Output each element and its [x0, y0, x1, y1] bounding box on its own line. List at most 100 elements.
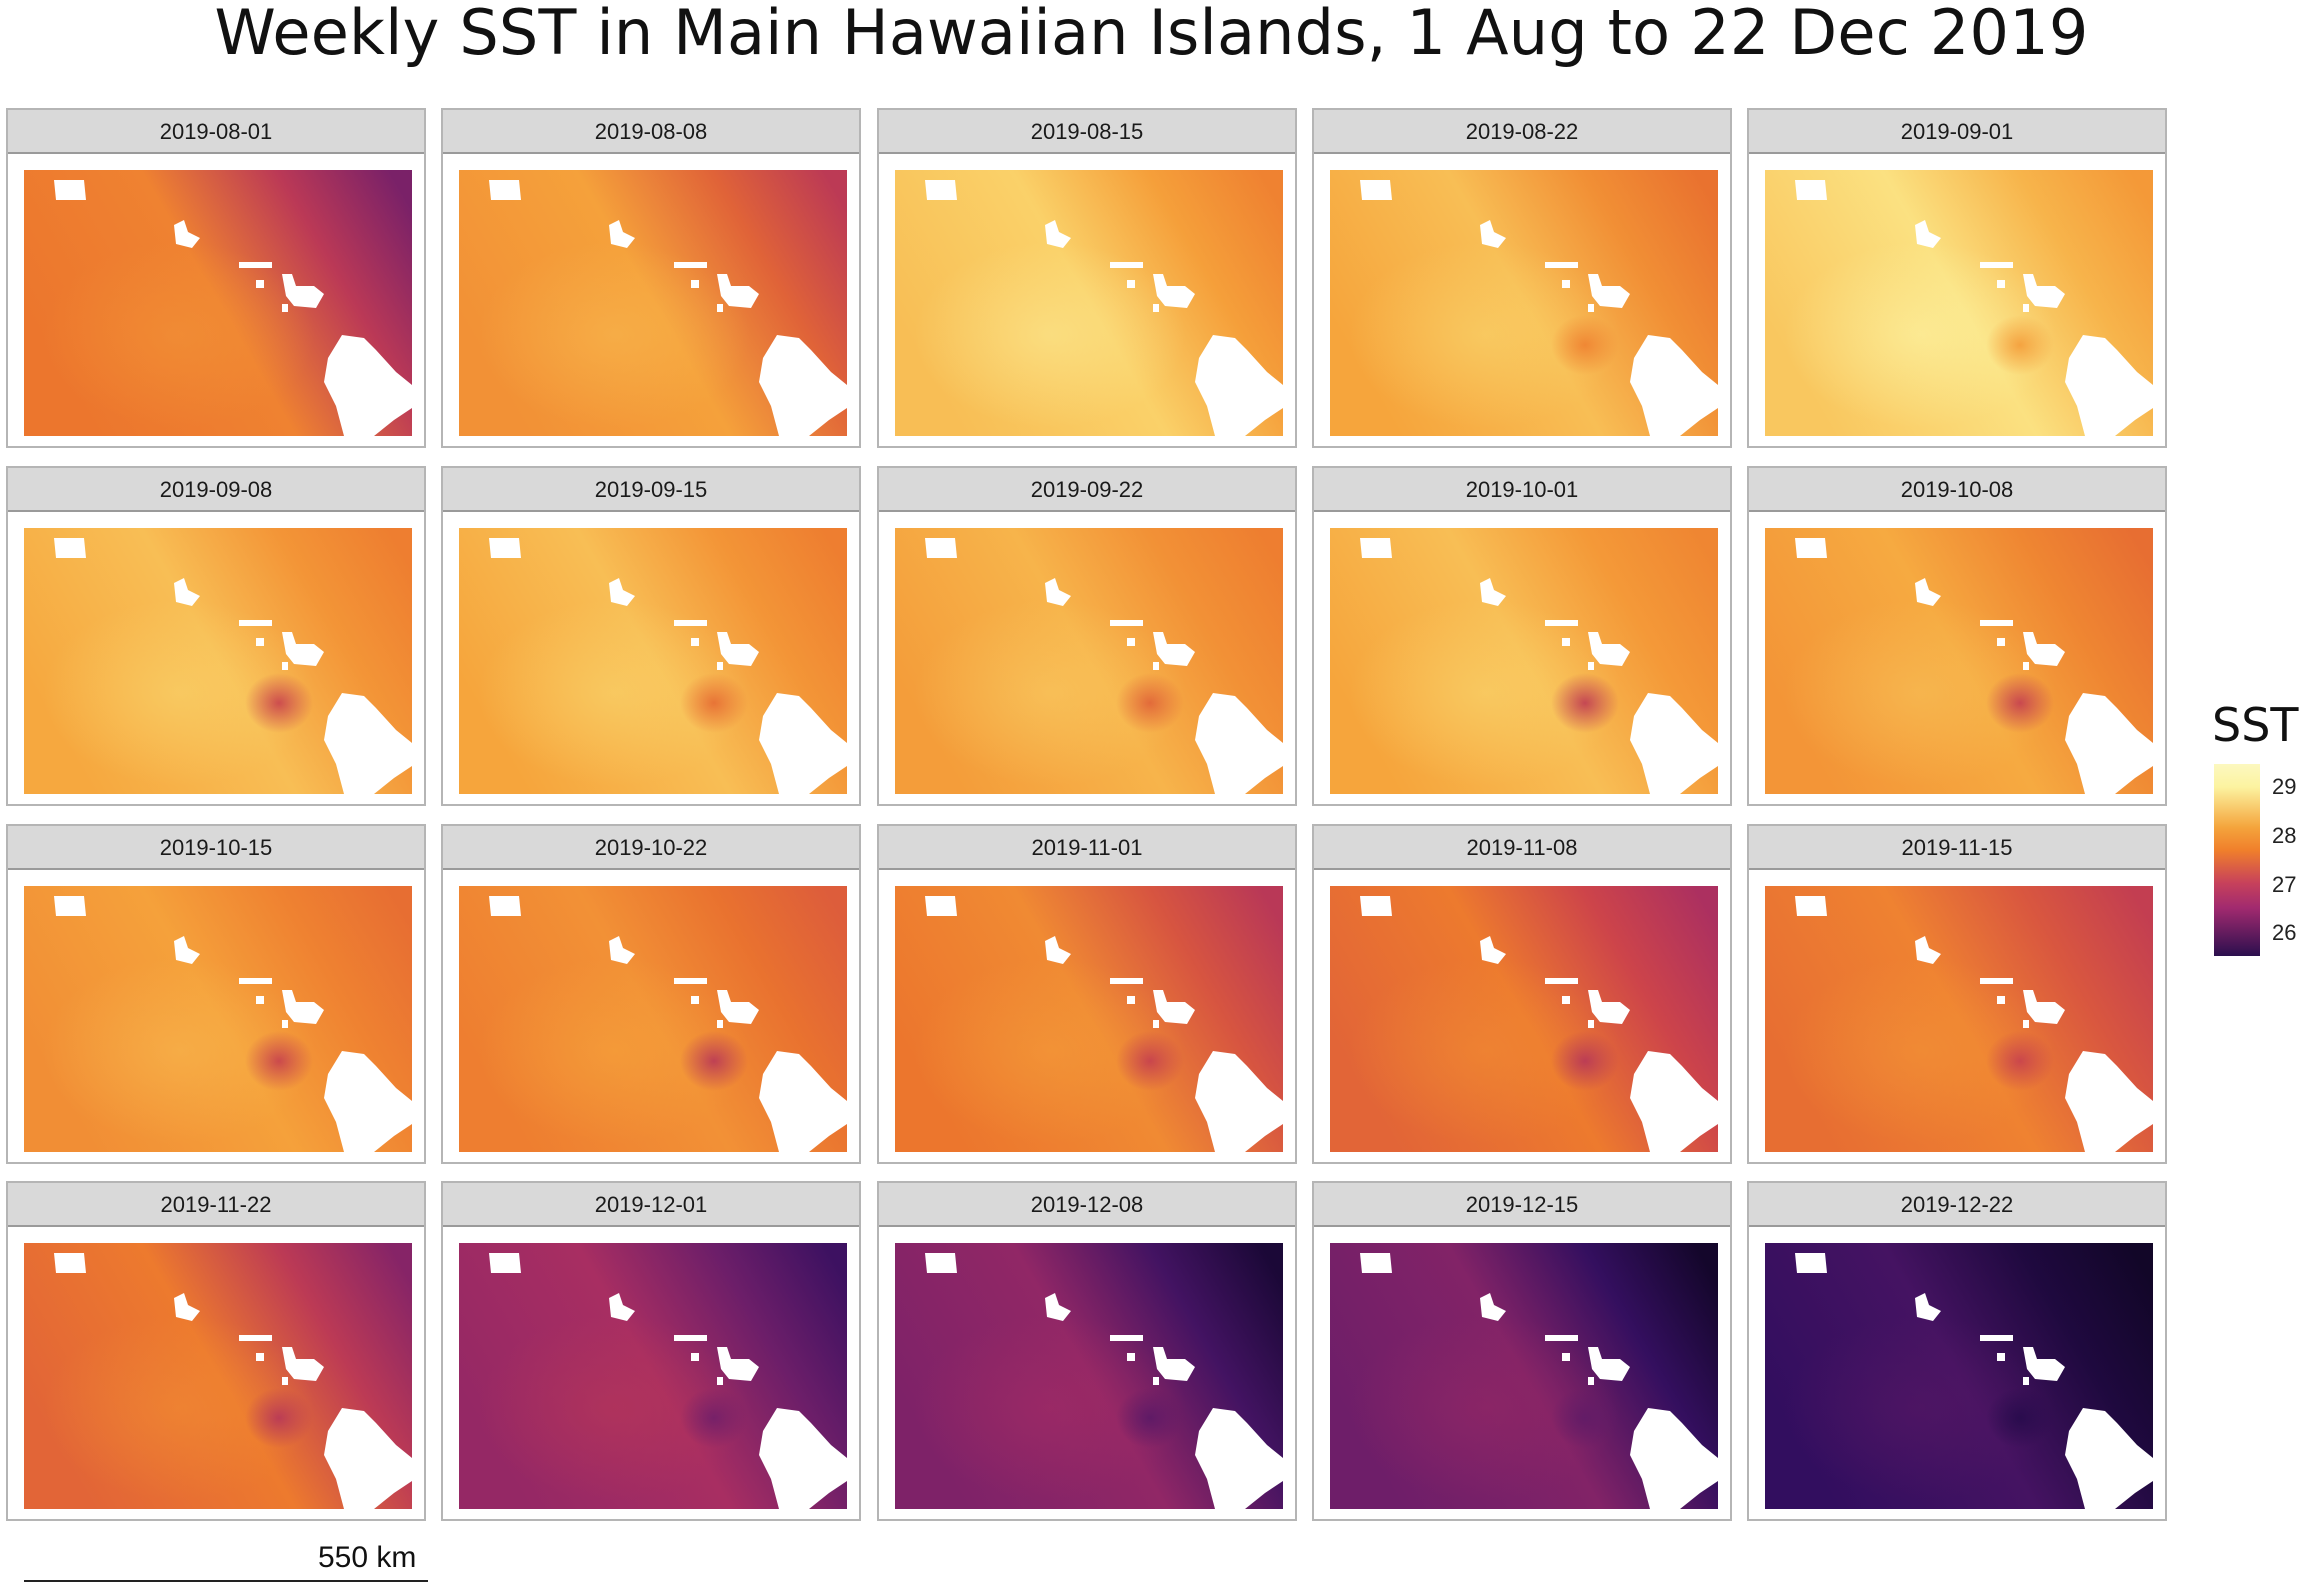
island-kauai: [1480, 220, 1506, 248]
sst-panel: 2019-10-08: [1747, 466, 2167, 806]
sst-panel: 2019-11-01: [877, 824, 1297, 1164]
sst-map: [895, 1243, 1283, 1509]
legend-title: SST: [2212, 698, 2299, 752]
island-maui: [282, 632, 324, 666]
island-oahu-a: [1110, 620, 1143, 626]
island-kauai: [1045, 578, 1071, 606]
legend-tick-28: 28: [2272, 823, 2297, 848]
sst-panel: 2019-12-22: [1747, 1181, 2167, 1521]
island-niihau: [54, 896, 86, 916]
island-hawaii: [1195, 1051, 1283, 1152]
island-oahu-a: [674, 620, 707, 626]
island-niihau: [1795, 180, 1827, 200]
island-hawaii: [1630, 335, 1718, 436]
island-niihau: [54, 1253, 86, 1273]
island-niihau: [925, 1253, 957, 1273]
island-niihau: [925, 180, 957, 200]
panel-date-label: 2019-12-22: [1749, 1183, 2165, 1227]
island-maui: [282, 990, 324, 1024]
island-oahu-a: [1545, 620, 1578, 626]
sst-panel: 2019-08-15: [877, 108, 1297, 448]
sst-panel: 2019-10-01: [1312, 466, 1732, 806]
island-maui: [2023, 632, 2065, 666]
island-oahu-b: [1127, 996, 1135, 1004]
island-oahu-a: [1545, 1335, 1578, 1341]
island-niihau: [1360, 1253, 1392, 1273]
panel-date-label: 2019-11-08: [1314, 826, 1730, 870]
sst-map: [895, 886, 1283, 1152]
panel-date-label: 2019-08-22: [1314, 110, 1730, 154]
island-niihau: [1360, 180, 1392, 200]
sst-map: [24, 170, 412, 436]
island-lanai: [1153, 304, 1159, 312]
island-lanai: [2023, 304, 2029, 312]
panel-date-label: 2019-08-15: [879, 110, 1295, 154]
sst-panel: 2019-08-08: [441, 108, 861, 448]
island-oahu-b: [1562, 638, 1570, 646]
sst-panel: 2019-12-08: [877, 1181, 1297, 1521]
panel-date-label: 2019-09-08: [8, 468, 424, 512]
sst-map: [895, 170, 1283, 436]
island-maui: [717, 990, 759, 1024]
island-lanai: [1588, 1020, 1594, 1028]
island-oahu-b: [1997, 1353, 2005, 1361]
sst-panel: 2019-11-15: [1747, 824, 2167, 1164]
island-maui: [282, 274, 324, 308]
island-oahu-b: [1562, 996, 1570, 1004]
island-hawaii: [1630, 1408, 1718, 1509]
island-maui: [717, 1347, 759, 1381]
island-kauai: [1915, 220, 1941, 248]
island-kauai: [174, 578, 200, 606]
sst-panel: 2019-09-01: [1747, 108, 2167, 448]
island-kauai: [1480, 936, 1506, 964]
island-oahu-b: [256, 280, 264, 288]
island-oahu-a: [1110, 978, 1143, 984]
legend-tick-27: 27: [2272, 872, 2297, 897]
sst-panel: 2019-10-15: [6, 824, 426, 1164]
sst-panel: 2019-08-22: [1312, 108, 1732, 448]
island-niihau: [1795, 1253, 1827, 1273]
island-oahu-b: [1562, 1353, 1570, 1361]
scale-bar-line: [24, 1580, 428, 1582]
island-oahu-b: [256, 1353, 264, 1361]
island-kauai: [1915, 936, 1941, 964]
island-oahu-a: [1980, 1335, 2013, 1341]
island-oahu-b: [1562, 280, 1570, 288]
sst-map: [24, 886, 412, 1152]
sst-map: [1330, 170, 1718, 436]
island-kauai: [1045, 936, 1071, 964]
sst-map: [24, 528, 412, 794]
island-hawaii: [1630, 1051, 1718, 1152]
island-lanai: [717, 662, 723, 670]
figure-title: Weekly SST in Main Hawaiian Islands, 1 A…: [214, 0, 2089, 69]
island-kauai: [609, 936, 635, 964]
island-oahu-b: [691, 1353, 699, 1361]
island-maui: [1588, 632, 1630, 666]
panel-date-label: 2019-11-15: [1749, 826, 2165, 870]
island-lanai: [2023, 662, 2029, 670]
island-hawaii: [759, 335, 847, 436]
island-oahu-a: [239, 620, 272, 626]
island-oahu-b: [691, 996, 699, 1004]
island-oahu-b: [691, 638, 699, 646]
island-hawaii: [759, 1051, 847, 1152]
island-lanai: [1153, 1020, 1159, 1028]
island-kauai: [1045, 1293, 1071, 1321]
island-oahu-a: [239, 978, 272, 984]
scale-bar-label: 550 km: [318, 1541, 417, 1574]
sst-map: [1765, 170, 2153, 436]
island-oahu-b: [691, 280, 699, 288]
island-oahu-b: [1997, 638, 2005, 646]
island-maui: [1588, 1347, 1630, 1381]
island-hawaii: [2065, 693, 2153, 794]
island-lanai: [717, 304, 723, 312]
island-niihau: [1795, 538, 1827, 558]
island-maui: [1588, 990, 1630, 1024]
island-kauai: [1480, 578, 1506, 606]
island-kauai: [1045, 220, 1071, 248]
panel-date-label: 2019-12-08: [879, 1183, 1295, 1227]
island-niihau: [489, 180, 521, 200]
island-oahu-b: [1997, 996, 2005, 1004]
island-hawaii: [324, 335, 412, 436]
island-hawaii: [2065, 1051, 2153, 1152]
